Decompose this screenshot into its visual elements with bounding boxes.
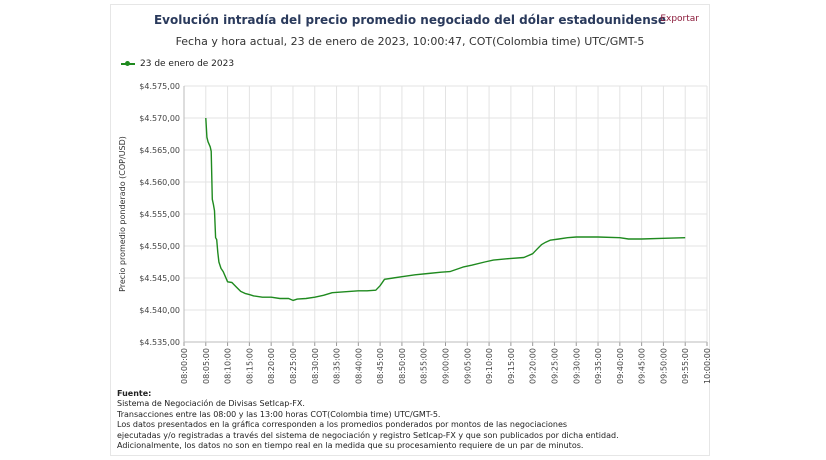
x-tick-label: 08:30:00 bbox=[311, 348, 320, 384]
y-tick-label: $4.575,00 bbox=[139, 82, 180, 91]
x-axis-label: Hora de la Transacción bbox=[390, 388, 481, 389]
y-tick-label: $4.570,00 bbox=[139, 114, 180, 123]
x-tick-label: 09:25:00 bbox=[550, 348, 559, 384]
legend-item[interactable]: 23 de enero de 2023 bbox=[121, 59, 234, 69]
x-tick-label: 09:30:00 bbox=[572, 348, 581, 384]
x-tick-label: 09:10:00 bbox=[485, 348, 494, 384]
line-chart: $4.535,00 $4.540,00 $4.545,00 $4.550,00 $4.5… bbox=[118, 82, 711, 389]
source-note: Fuente: Sistema de Negociación de Divisa… bbox=[117, 389, 707, 451]
x-tick-label: 08:10:00 bbox=[224, 348, 233, 384]
source-line: Transacciones entre las 08:00 y las 13:0… bbox=[117, 409, 441, 419]
x-tick-label: 09:50:00 bbox=[659, 348, 668, 384]
x-tick-label: 08:05:00 bbox=[202, 348, 211, 384]
x-tick-label: 09:20:00 bbox=[529, 348, 538, 384]
export-button[interactable]: Exportar bbox=[660, 14, 699, 24]
x-tick-label: 09:05:00 bbox=[463, 348, 472, 384]
source-heading: Fuente: bbox=[117, 389, 152, 398]
x-tick-label: 08:55:00 bbox=[420, 348, 429, 384]
x-tick-label: 08:20:00 bbox=[267, 348, 276, 384]
x-tick-label: 09:40:00 bbox=[616, 348, 625, 384]
x-tick-label: 09:00:00 bbox=[442, 348, 451, 384]
x-tick-label: 08:40:00 bbox=[354, 348, 363, 384]
chart-panel: Evolución intradía del precio promedio n… bbox=[110, 4, 711, 456]
x-tick-label: 08:35:00 bbox=[333, 348, 342, 384]
x-tick-label: 08:25:00 bbox=[289, 348, 298, 384]
x-tick-label: 09:55:00 bbox=[681, 348, 690, 384]
chart-subtitle: Fecha y hora actual, 23 de enero de 2023… bbox=[175, 35, 645, 48]
y-axis-label: Precio promedio ponderado (COP/USD) bbox=[118, 136, 127, 292]
y-tick-label: $4.555,00 bbox=[139, 210, 180, 219]
chart-title: Evolución intradía del precio promedio n… bbox=[153, 13, 667, 27]
y-tick-label: $4.565,00 bbox=[139, 146, 180, 155]
x-tick-label: 08:15:00 bbox=[245, 348, 254, 384]
x-tick-label: 09:15:00 bbox=[507, 348, 516, 384]
y-tick-label: $4.540,00 bbox=[139, 306, 180, 315]
x-tick-label: 08:00:00 bbox=[180, 348, 189, 384]
x-tick-label: 09:45:00 bbox=[638, 348, 647, 384]
x-tick-label: 08:45:00 bbox=[376, 348, 385, 384]
series-line bbox=[205, 117, 686, 302]
x-tick-label: 08:50:00 bbox=[398, 348, 407, 384]
y-tick-label: $4.545,00 bbox=[139, 274, 180, 283]
source-line: ejecutadas y/o registradas a través del … bbox=[117, 430, 619, 440]
legend-line-marker-icon bbox=[121, 60, 135, 68]
source-line: Adicionalmente, los datos no son en tiem… bbox=[117, 441, 584, 451]
y-tick-label: $4.535,00 bbox=[139, 338, 180, 347]
y-tick-label: $4.550,00 bbox=[139, 242, 180, 251]
x-tick-label: 10:00:00 bbox=[703, 348, 711, 384]
x-tick-label: 09:35:00 bbox=[594, 348, 603, 384]
source-line: Sistema de Negociación de Divisas SetIca… bbox=[117, 399, 305, 409]
legend-label: 23 de enero de 2023 bbox=[140, 59, 235, 69]
y-tick-label: $4.560,00 bbox=[139, 178, 180, 187]
source-line: Los datos presentados en la gráfica corr… bbox=[117, 420, 568, 430]
